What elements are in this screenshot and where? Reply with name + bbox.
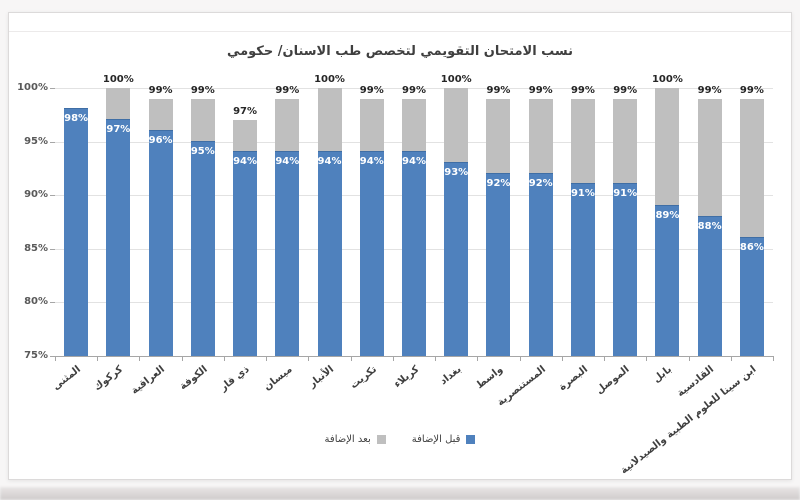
bar-total-label: 97% (233, 106, 258, 118)
bar-total-label: 99% (275, 84, 300, 96)
x-axis-tick (435, 356, 437, 361)
x-axis-tick (350, 356, 352, 361)
y-axis-label: 80% (24, 296, 48, 308)
bar-segment-before (359, 151, 384, 356)
bar-total-label: 99% (148, 84, 173, 96)
bar-segment-before (613, 183, 638, 356)
bar-total-label: 99% (739, 84, 764, 96)
bar-before-label: 89% (655, 209, 680, 221)
bar-segment-before (275, 151, 300, 356)
x-axis-tick (688, 356, 690, 361)
y-axis-tick (50, 141, 55, 143)
x-axis-tick (561, 356, 563, 361)
x-axis-tick (730, 356, 732, 361)
bar-before-label: 91% (570, 188, 595, 200)
bar-total-label: 100% (651, 74, 683, 85)
x-axis-tick (519, 356, 521, 361)
y-axis-tick (50, 356, 55, 357)
bar-before-label: 96% (148, 134, 173, 146)
bar-before-label: 94% (317, 156, 342, 168)
x-axis-tick (308, 356, 310, 361)
bar-total-label: 99% (190, 84, 215, 96)
bar-segment-before (486, 172, 511, 356)
bar-before-label: 94% (275, 156, 300, 168)
after-series-swatch (376, 435, 386, 444)
bar-before-label: 98% (64, 113, 89, 125)
y-axis-tick (50, 88, 55, 89)
bar-before-label: 94% (359, 156, 384, 168)
bar-before-label: 97% (106, 124, 131, 136)
bar-segment-before (655, 204, 680, 356)
bar-total-label: 99% (402, 84, 426, 96)
bar-total-label: 99% (486, 84, 511, 96)
y-axis-label: 85% (24, 242, 48, 254)
chart-legend: قبل الإضافة بعد الإضافة (0, 434, 800, 445)
bar-segment-before (739, 237, 764, 356)
before-series-swatch (466, 435, 476, 444)
legend-label-after: بعد الإضافة (324, 434, 371, 445)
gridline (55, 88, 773, 89)
bar-total-label: 100% (440, 74, 472, 85)
bar-segment-before (233, 151, 258, 356)
bar-before-label: 94% (402, 156, 426, 168)
legend-item-after: بعد الإضافة (325, 434, 386, 445)
y-axis-tick (50, 195, 55, 197)
bar-before-label: 95% (190, 145, 215, 157)
bar-before-label: 93% (444, 167, 469, 179)
bar-before-label: 94% (233, 156, 258, 168)
y-axis-label: 75% (24, 350, 48, 361)
bar-before-label: 91% (613, 188, 638, 200)
bar-segment-before (570, 183, 595, 356)
bar-total-label: 100% (102, 74, 134, 85)
bar-total-label: 100% (314, 74, 345, 85)
x-axis-tick (223, 356, 225, 361)
bar-before-label: 92% (528, 177, 553, 189)
bar-total-label: 99% (359, 84, 384, 96)
x-axis-tick (773, 356, 774, 361)
bar-before-label: 88% (697, 220, 722, 232)
bar-segment-before (528, 172, 553, 356)
x-axis-tick (55, 356, 56, 361)
bar-segment-before (444, 162, 469, 356)
bar-segment-before (190, 140, 215, 356)
chart-frame (9, 31, 791, 479)
chart-title: نسب الامتحان التقويمي لتخصص طب الاسنان/ … (226, 44, 574, 59)
page-bottom-edge (0, 487, 800, 500)
bar-total-label: 99% (697, 84, 722, 96)
x-axis-tick (97, 356, 99, 361)
bar-before-label: 92% (486, 177, 511, 189)
y-axis-tick (50, 302, 55, 304)
x-axis-tick (392, 356, 394, 361)
bar-segment-before (402, 151, 426, 356)
x-axis-tick (266, 356, 268, 361)
bar-total-label: 99% (570, 84, 595, 96)
x-axis-tick (646, 356, 648, 361)
x-axis-tick (139, 356, 141, 361)
bar-segment-before (697, 215, 722, 356)
bar-segment-before (148, 129, 173, 356)
legend-item-before: قبل الإضافة (412, 434, 476, 445)
y-axis-tick (50, 248, 55, 250)
bar-segment-before (64, 108, 89, 356)
bar-total-label: 99% (613, 84, 638, 96)
bar-segment-before (106, 119, 131, 356)
y-axis-label: 95% (24, 135, 48, 147)
y-axis-label: 90% (24, 189, 48, 201)
plot-area: 100% 95% 90% 85% 80% 75% 98% المثنى 100% 97% كركوك… (17, 74, 774, 476)
x-axis-tick (477, 356, 479, 361)
x-axis-line (55, 356, 773, 357)
y-axis-label: 100% (17, 82, 48, 93)
bar-before-label: 86% (739, 242, 764, 254)
bar-segment-before (317, 151, 342, 356)
x-axis-tick (181, 356, 183, 361)
bar-total-label: 99% (528, 84, 553, 96)
legend-label-before: قبل الإضافة (411, 434, 461, 445)
x-axis-tick (604, 356, 606, 361)
